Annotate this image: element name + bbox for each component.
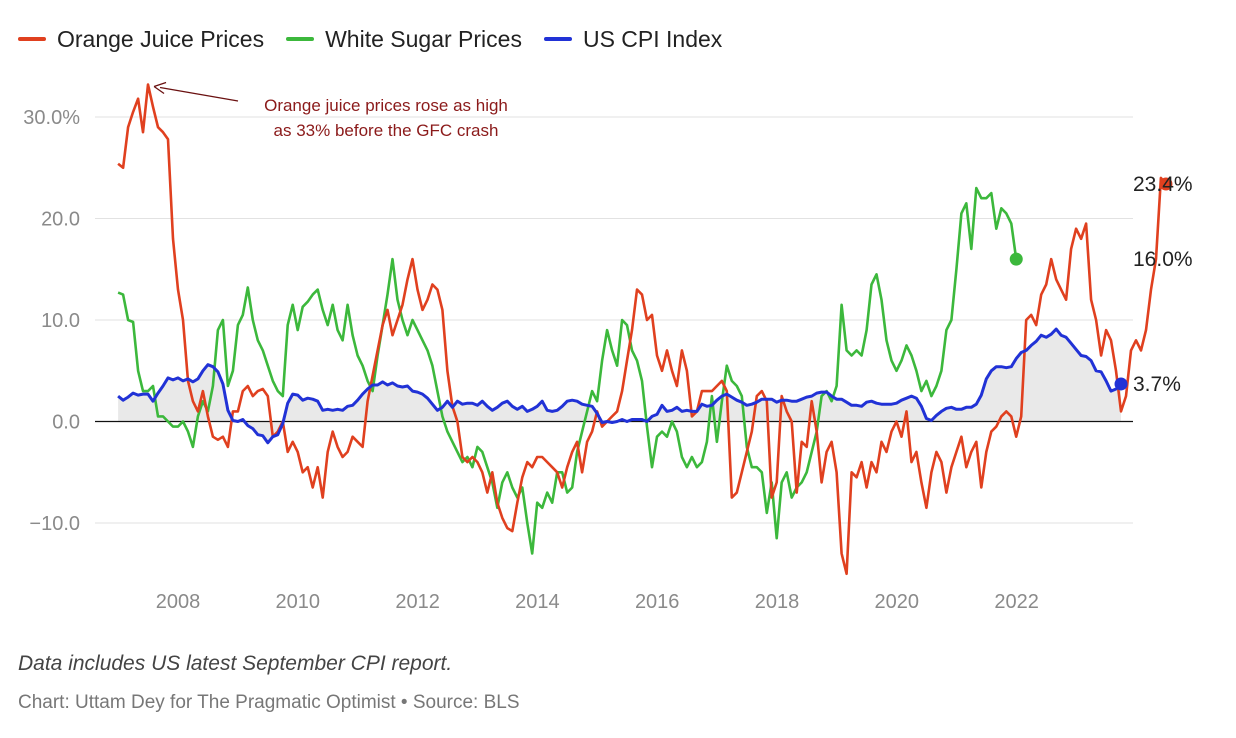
end-dot-us-cpi: [1114, 377, 1128, 391]
end-label-us-cpi: 3.7%: [1133, 373, 1181, 396]
footer-credit: Chart: Uttam Dey for The Pragmatic Optim…: [18, 692, 520, 713]
series-line-white-sugar: [117, 186, 1018, 555]
line-chart: 30.0% 20.0 10.0 0.0 −10.0 2008 2010 2012 2014 201…: [23, 81, 1193, 613]
y-tick-label: 0.0: [52, 412, 80, 434]
y-tick-label: −10.0: [29, 513, 80, 535]
footer-note: Data includes US latest September CPI re…: [18, 652, 453, 675]
legend-swatch-orange-juice: [18, 37, 46, 41]
annotation-text-line-1: Orange juice prices rose as high: [264, 96, 508, 115]
legend-item-orange-juice: Orange Juice Prices: [18, 26, 264, 53]
legend-swatch-white-sugar: [286, 37, 315, 41]
x-tick-label: 2010: [276, 591, 321, 613]
legend: Orange Juice Prices White Sugar Prices U…: [18, 24, 722, 54]
y-tick-label: 20.0: [41, 209, 80, 231]
legend-label-us-cpi: US CPI Index: [582, 25, 723, 52]
legend-item-white-sugar: White Sugar Prices: [286, 26, 522, 53]
series-line-us-cpi: [117, 327, 1123, 445]
x-tick-label: 2008: [156, 591, 201, 613]
x-tick-label: 2022: [994, 591, 1039, 613]
y-tick-label: 30.0%: [23, 107, 80, 129]
legend-item-us-cpi: US CPI Index: [543, 25, 723, 53]
x-tick-label: 2018: [755, 591, 800, 613]
legend-label-orange-juice: Orange Juice Prices: [57, 25, 265, 52]
x-tick-label: 2014: [515, 591, 560, 613]
annotation-text-line-2: as 33% before the GFC crash: [274, 121, 499, 140]
legend-label-white-sugar: White Sugar Prices: [325, 25, 522, 52]
x-tick-label: 2016: [635, 591, 680, 613]
annotation-arrowhead: [153, 81, 167, 95]
x-tick-label: 2012: [395, 591, 440, 613]
x-tick-label: 2020: [875, 591, 920, 613]
end-dot-white-sugar: [1009, 252, 1023, 266]
end-label-white-sugar: 16.0%: [1133, 248, 1193, 271]
series-line-orange-juice: [117, 83, 1167, 576]
y-tick-label: 10.0: [41, 310, 80, 332]
end-label-orange-juice: 23.4%: [1133, 173, 1193, 196]
end-dot-orange-juice: [1159, 177, 1173, 191]
annotation-arrow-line: [159, 86, 239, 102]
cpi-area: [118, 329, 1122, 443]
legend-swatch-us-cpi: [543, 37, 572, 41]
